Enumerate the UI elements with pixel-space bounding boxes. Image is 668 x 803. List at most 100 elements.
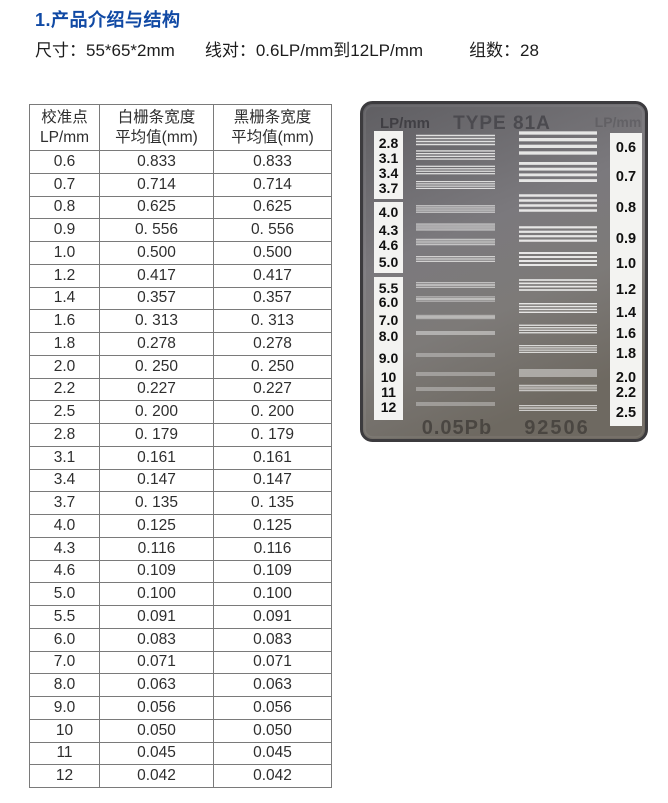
line-pair-bar <box>416 152 495 155</box>
line-pair-bar <box>416 187 495 189</box>
line-pair-bar <box>416 316 495 317</box>
white-bar-width-cell: 0.161 <box>99 445 214 470</box>
black-bar-width-cell: 0.227 <box>213 377 332 402</box>
black-bar-width-cell: 0.083 <box>213 627 332 652</box>
table-row: 5.5 0.091 0.091 <box>29 605 332 629</box>
lp-value-cell: 2.0 <box>29 354 100 379</box>
right-scale-label: 1.4 <box>616 305 636 321</box>
black-bar-width-cell: 0.071 <box>213 650 332 675</box>
line-pair-bar <box>416 331 495 332</box>
line-pair-bar <box>416 140 495 143</box>
line-pair-bar <box>519 282 597 285</box>
table-row: 7.0 0.071 0.071 <box>29 650 332 675</box>
spec-item: 尺寸：55*65*2mm <box>35 41 175 60</box>
line-pair-bar <box>519 131 597 135</box>
right-scale-label: 0.6 <box>616 140 636 156</box>
lp-value-cell: 1.0 <box>29 241 100 265</box>
line-pair-bar <box>416 282 495 284</box>
line-pair-bar <box>519 252 597 254</box>
black-bar-width-cell: 0.100 <box>213 582 332 606</box>
white-bar-width-cell: 0.116 <box>99 536 214 561</box>
black-bar-width-cell: 0.109 <box>213 559 332 584</box>
line-pair-bar <box>519 388 597 390</box>
line-pair-bar <box>519 279 597 281</box>
line-pair-bar <box>416 137 495 140</box>
lp-value-cell: 1.2 <box>29 263 100 288</box>
line-pair-bar <box>416 300 495 302</box>
line-pair-bar <box>519 384 597 386</box>
left-scale-label: 11 <box>381 384 396 400</box>
line-pair-bar <box>416 354 495 355</box>
lp-value-cell: 0.6 <box>29 150 100 174</box>
white-bar-width-cell: 0.417 <box>99 263 214 288</box>
table-row: 3.1 0.161 0.161 <box>29 445 332 470</box>
table-row: 2.2 0.227 0.227 <box>29 377 332 402</box>
line-pair-bar <box>416 143 495 146</box>
line-pair-bar <box>416 158 495 160</box>
line-pair-bar <box>416 227 495 229</box>
line-pair-bar <box>416 211 495 213</box>
line-pair-bar <box>416 372 495 373</box>
black-bar-width-cell: 0.417 <box>213 263 332 288</box>
lp-value-cell: 4.0 <box>29 514 100 538</box>
lp-value-cell: 8.0 <box>29 673 100 697</box>
spec-line: 尺寸：55*65*2mm 线对：0.6LP/mm到12LP/mm 组数：28 <box>35 36 539 61</box>
line-pair-bar <box>416 181 495 183</box>
line-pair-bar <box>519 144 597 148</box>
right-scale-strip <box>610 133 642 253</box>
line-pair-bar <box>416 388 495 389</box>
line-pair-bar <box>416 403 495 404</box>
line-pair-bar <box>416 299 495 301</box>
white-bar-width-cell: 0. 200 <box>99 400 214 424</box>
line-pair-bar <box>416 333 495 334</box>
line-pair-bar <box>416 150 495 152</box>
line-pair-bar <box>519 285 597 288</box>
lp-value-cell: 1.8 <box>29 332 100 356</box>
line-pair-bar <box>519 162 597 165</box>
lp-value-cell: 10 <box>29 718 100 743</box>
white-bar-width-cell: 0.278 <box>99 332 214 356</box>
white-bar-width-cell: 0.500 <box>99 241 214 265</box>
white-bar-width-cell: 0. 250 <box>99 354 214 379</box>
line-pair-bar <box>416 356 495 357</box>
table-row: 1.4 0.357 0.357 <box>29 286 332 311</box>
white-bar-width-cell: 0.357 <box>99 286 214 311</box>
line-pair-bar <box>416 242 495 244</box>
black-bar-width-cell: 0.147 <box>213 468 332 493</box>
black-bar-width-cell: 0.063 <box>213 673 332 697</box>
line-pair-bar <box>519 226 597 229</box>
black-bar-width-cell: 0. 200 <box>213 400 332 424</box>
black-bar-width-cell: 0. 250 <box>213 354 332 379</box>
line-pair-bar <box>416 390 495 391</box>
left-scale-label: 2.8 <box>379 135 399 151</box>
line-pair-bar <box>519 329 597 331</box>
line-pair-bar <box>519 260 597 262</box>
line-pair-bar <box>519 332 597 334</box>
line-pair-bar <box>519 347 597 349</box>
black-bar-width-cell: 0.625 <box>213 195 332 220</box>
line-pair-bar <box>519 375 597 377</box>
left-scale-strip <box>374 277 403 348</box>
white-bar-width-cell: 0. 556 <box>99 218 214 242</box>
table-row: 0.9 0. 556 0. 556 <box>29 218 332 242</box>
lp-value-cell: 3.1 <box>29 445 100 470</box>
black-bar-width-cell: 0.714 <box>213 172 332 197</box>
table-row: 3.4 0.147 0.147 <box>29 468 332 493</box>
line-pair-bar <box>416 374 495 375</box>
line-pair-bar <box>519 256 597 258</box>
line-pair-bar <box>416 389 495 390</box>
line-pair-bar <box>519 324 597 326</box>
white-bar-width-cell: 0.714 <box>99 172 214 197</box>
line-pair-bar <box>519 305 597 308</box>
spec-item: 线对：0.6LP/mm到12LP/mm <box>204 41 424 60</box>
table-row: 1.8 0.278 0.278 <box>29 332 332 356</box>
white-bar-width-cell: 0.091 <box>99 605 214 629</box>
lp-value-cell: 5.5 <box>29 605 100 629</box>
black-bar-width-cell: 0.056 <box>213 696 332 720</box>
white-bar-width-cell: 0. 313 <box>99 309 214 333</box>
right-scale-label: 2.5 <box>616 405 636 421</box>
line-pair-bar <box>519 373 597 375</box>
spec-item: 组数：28 <box>469 41 539 60</box>
column-header: 黑栅条宽度 平均值(mm) <box>213 104 332 151</box>
black-bar-width-cell: 0.045 <box>213 741 332 766</box>
